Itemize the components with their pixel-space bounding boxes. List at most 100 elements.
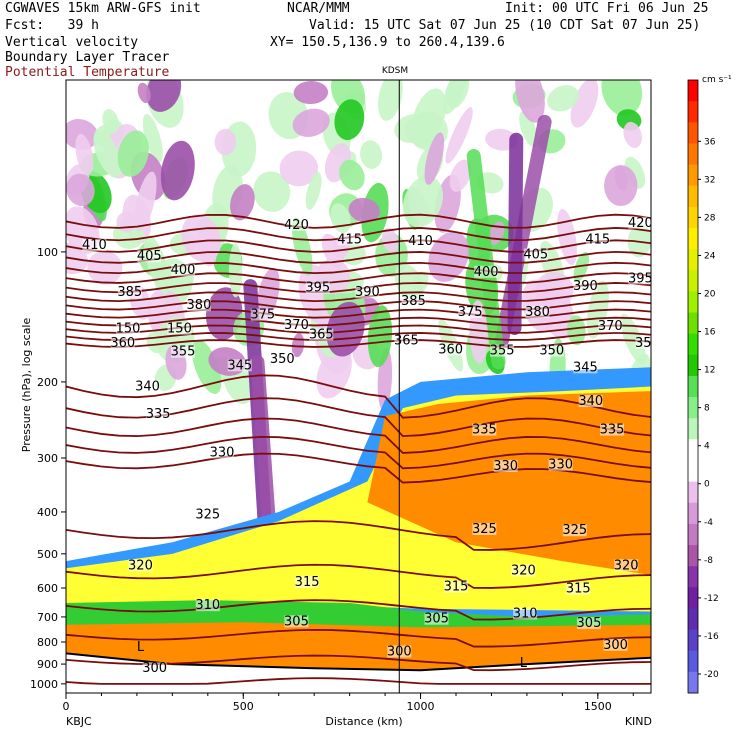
theta-contour — [66, 599, 651, 621]
colorbar-swatch — [688, 460, 698, 483]
theta-contour — [66, 563, 651, 589]
theta-label: 335 — [600, 423, 625, 438]
theta-label: 150 — [167, 322, 192, 337]
vv-cell — [142, 113, 163, 163]
x-axis-label: Distance (km) — [325, 715, 402, 728]
vv-cell — [137, 82, 151, 104]
colorbar-swatch — [688, 227, 698, 250]
theta-contour — [66, 324, 651, 334]
vv-cell — [378, 80, 403, 121]
vv-cell — [627, 224, 651, 258]
vv-cell — [117, 130, 149, 177]
colorbar-label: -20 — [704, 670, 719, 680]
vv-cell — [181, 214, 222, 263]
theta-label-bg — [490, 344, 515, 357]
y-tick-label: 400 — [37, 506, 58, 519]
theta-contour — [66, 331, 651, 341]
theta-label-bg — [284, 615, 309, 628]
colorbar-swatch — [688, 101, 698, 123]
theta-label-bg — [401, 294, 426, 307]
y-axis-label: Pressure (hPa), log scale — [20, 318, 33, 453]
theta-label-bg — [210, 446, 234, 459]
theta-label: 400 — [474, 265, 499, 280]
vv-cell — [146, 80, 182, 112]
theta-label: 315 — [566, 582, 591, 597]
y-tick-label: 1000 — [30, 678, 58, 691]
vv-cell — [519, 111, 538, 148]
theta-label: 310 — [195, 598, 220, 613]
colorbar-swatch — [688, 439, 698, 461]
theta-label: 370 — [284, 318, 309, 333]
theta-contour — [66, 316, 651, 327]
vv-cell — [570, 80, 599, 128]
theta-label-bg — [295, 575, 320, 588]
theta-label: 325 — [472, 522, 497, 537]
theta-label-bg — [171, 345, 195, 358]
theta-label: 340 — [135, 379, 160, 394]
vv-cell — [442, 80, 468, 115]
theta-label: 395 — [305, 281, 330, 296]
colorbar-swatch — [688, 185, 698, 208]
colorbar-label: 16 — [704, 328, 716, 338]
theta-label: 330 — [548, 458, 573, 473]
theta-label: 365 — [309, 328, 334, 343]
theta-label-bg — [474, 265, 499, 278]
theta-contour — [66, 251, 651, 264]
colorbar-swatch — [688, 122, 698, 144]
colorbar-label: 32 — [704, 175, 715, 185]
theta-contour — [66, 213, 651, 229]
colorbar-label: 12 — [704, 366, 715, 376]
colorbar-label: 24 — [704, 251, 716, 261]
y-tick-label: 600 — [37, 582, 58, 595]
vv-band — [507, 132, 524, 335]
theta-contour — [66, 520, 651, 551]
station-marker-label: KDSM — [382, 66, 408, 76]
colorbar-swatch — [688, 312, 698, 335]
colorbar-swatch — [688, 671, 698, 694]
theta-label: 415 — [337, 232, 362, 247]
boundary-layer-tracer-shading — [66, 367, 651, 693]
theta-label: 310 — [513, 606, 538, 621]
y-tick-label: 300 — [37, 452, 58, 465]
colorbar-label: -8 — [704, 556, 713, 566]
colorbar-swatch — [688, 375, 698, 398]
colorbar-label: 28 — [704, 213, 716, 223]
theta-label-bg — [82, 239, 107, 252]
theta-label-bg — [573, 280, 598, 293]
theta-label-bg — [394, 334, 419, 347]
theta-contour — [66, 272, 651, 284]
theta-label-bg — [116, 322, 141, 335]
theta-label: 355 — [635, 336, 660, 351]
theta-label: 305 — [424, 612, 449, 627]
theta-label: 345 — [227, 358, 252, 373]
colorbar-swatch — [688, 418, 698, 440]
theta-label: 355 — [490, 344, 515, 359]
theta-label-bg — [117, 286, 142, 299]
colorbar-swatch — [688, 650, 698, 673]
theta-label-bg — [511, 564, 536, 577]
theta-label: 320 — [128, 558, 153, 573]
theta-label: 315 — [444, 580, 469, 595]
vv-cell — [623, 121, 642, 148]
theta-label-bg — [227, 359, 252, 372]
vv-cell — [339, 159, 365, 191]
theta-label: 350 — [539, 344, 564, 359]
colorbar-swatch — [688, 545, 698, 567]
theta-label-bg — [408, 235, 433, 248]
y-tick-label: 700 — [37, 611, 58, 624]
vv-cell — [66, 173, 95, 207]
colorbar-swatch — [688, 587, 698, 609]
theta-label-bg — [539, 344, 564, 357]
theta-label-bg — [444, 580, 468, 593]
colorbar: 36 32 28 24 20 16 12 8 4 0 -4 -8 -12 -16 -20 — [687, 79, 719, 694]
left-endpoint-label: KBJC — [66, 715, 92, 728]
theta-label-bg — [578, 395, 603, 408]
colorbar-label: -4 — [704, 518, 713, 528]
theta-label-bg — [195, 508, 220, 521]
y-tick-label: 100 — [37, 246, 58, 259]
plot-frame — [65, 79, 652, 694]
colorbar-swatch — [688, 291, 698, 314]
vv-cell — [293, 81, 329, 105]
theta-label: 325 — [562, 523, 587, 538]
theta-label: 300 — [142, 661, 167, 676]
